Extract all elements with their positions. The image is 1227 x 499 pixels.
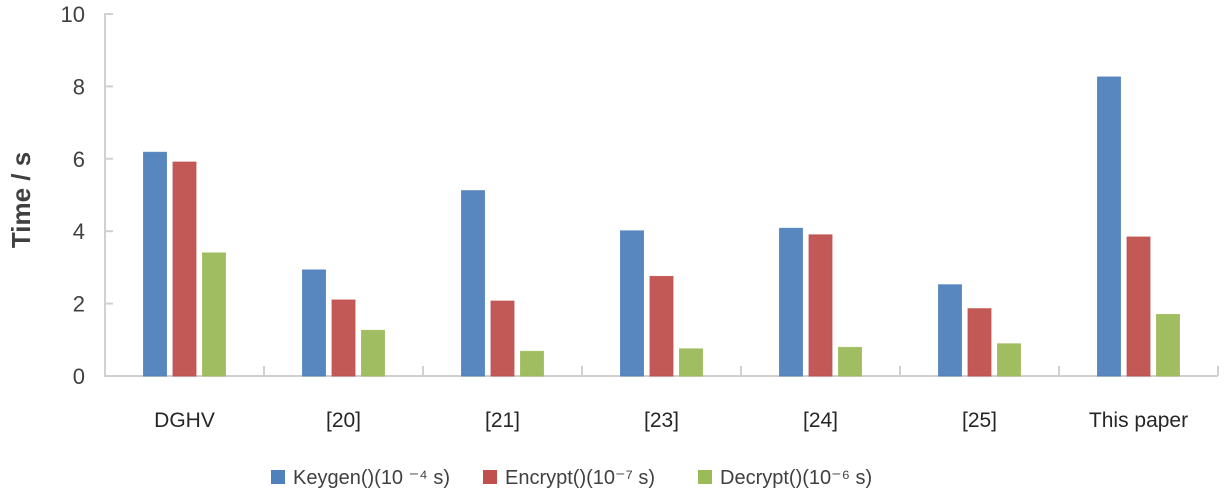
bar-keygen [938, 284, 962, 377]
legend-label: Encrypt()(10⁻⁷ s) [505, 467, 655, 489]
x-tick-label: [21] [485, 409, 520, 432]
bar-keygen [779, 227, 803, 377]
bar-encrypt [490, 300, 515, 377]
bar-decrypt [361, 329, 385, 377]
bar-encrypt [967, 308, 992, 377]
bar-decrypt [520, 350, 544, 377]
bar-keygen [1097, 76, 1121, 377]
bar-keygen [302, 269, 326, 377]
y-axis-label: Time / s [6, 152, 36, 248]
legend-label: Decrypt()(10⁻⁶ s) [720, 467, 872, 489]
bar-encrypt [649, 275, 674, 377]
y-tick-label: 4 [73, 219, 85, 244]
bar-decrypt [202, 252, 226, 377]
y-tick-label: 8 [73, 74, 85, 99]
bar-decrypt [838, 346, 862, 377]
x-tick-label: DGHV [154, 409, 215, 432]
bar-keygen [461, 190, 485, 377]
legend-swatch [698, 470, 712, 484]
bar-encrypt [331, 299, 356, 377]
legend-swatch [271, 470, 285, 484]
x-tick-label: This paper [1089, 409, 1188, 432]
bar-decrypt [1156, 313, 1180, 377]
x-tick-label: [25] [962, 409, 997, 432]
legend-label: Keygen()(10 ⁻⁴ s) [293, 467, 450, 489]
x-tick-label: [24] [803, 409, 838, 432]
bar-keygen [620, 230, 644, 377]
x-tick-label: [20] [326, 409, 361, 432]
y-tick-label: 6 [73, 147, 85, 172]
legend-swatch [483, 470, 497, 484]
bar-decrypt [997, 343, 1021, 377]
bar-keygen [143, 151, 167, 377]
x-tick-label: [23] [644, 409, 679, 432]
y-tick-label: 2 [73, 292, 85, 317]
bar-encrypt [1126, 236, 1151, 377]
bar-encrypt [808, 234, 833, 377]
bar-encrypt [172, 161, 197, 377]
y-tick-label: 0 [73, 364, 85, 389]
bar-decrypt [679, 348, 703, 377]
y-tick-label: 10 [61, 2, 85, 27]
